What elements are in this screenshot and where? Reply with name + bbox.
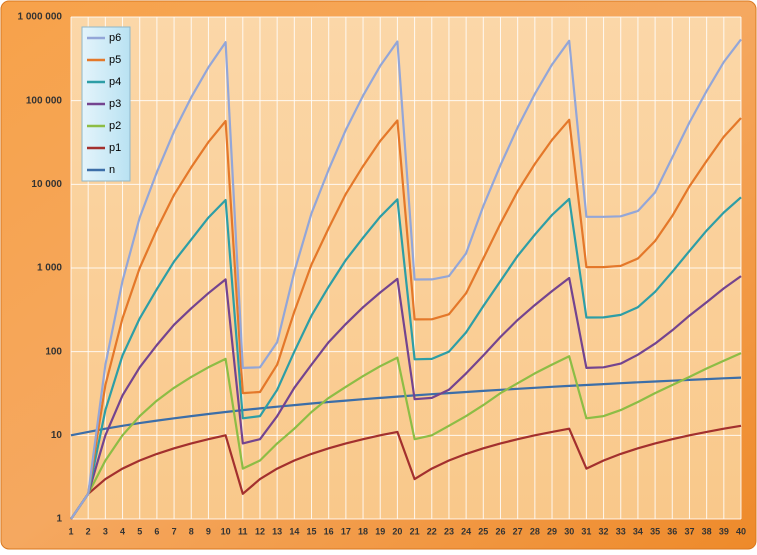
x-tick-label: 3 <box>103 526 108 536</box>
x-tick-label: 35 <box>650 526 660 536</box>
x-tick-label: 9 <box>206 526 211 536</box>
y-tick-label: 100 <box>45 346 62 357</box>
legend-label: p1 <box>109 142 121 154</box>
x-tick-label: 7 <box>172 526 177 536</box>
x-tick-label: 5 <box>137 526 142 536</box>
x-tick-label: 18 <box>358 526 368 536</box>
series-line <box>70 275 742 520</box>
x-tick-label: 37 <box>684 526 694 536</box>
x-tick-label: 39 <box>719 526 729 536</box>
legend-label: n <box>109 164 115 176</box>
x-tick-label: 23 <box>444 526 454 536</box>
x-tick-label: 6 <box>154 526 159 536</box>
x-tick-label: 15 <box>307 526 317 536</box>
x-tick-label: 30 <box>564 526 574 536</box>
x-tick-label: 29 <box>547 526 557 536</box>
x-tick-label: 21 <box>410 526 420 536</box>
x-tick-label: 27 <box>513 526 523 536</box>
x-tick-label: 1 <box>68 526 73 536</box>
x-tick-label: 2 <box>86 526 91 536</box>
series-line <box>70 38 742 520</box>
series-line <box>70 117 742 520</box>
y-tick-label: 1 000 <box>37 263 62 274</box>
x-tick-label: 20 <box>392 526 402 536</box>
legend-label: p5 <box>109 54 121 66</box>
x-tick-label: 17 <box>341 526 351 536</box>
x-tick-label: 26 <box>495 526 505 536</box>
x-tick-label: 40 <box>736 526 746 536</box>
x-tick-label: 8 <box>189 526 194 536</box>
x-tick-label: 11 <box>238 526 248 536</box>
legend-label: p3 <box>109 98 121 110</box>
x-tick-label: 22 <box>427 526 437 536</box>
x-tick-label: 36 <box>667 526 677 536</box>
x-tick-label: 31 <box>581 526 591 536</box>
x-tick-label: 16 <box>324 526 334 536</box>
y-tick-label: 10 <box>51 430 63 441</box>
legend-label: p4 <box>109 76 121 88</box>
y-tick-label: 100 000 <box>26 95 63 106</box>
series-line <box>70 424 742 520</box>
x-tick-label: 4 <box>120 526 125 536</box>
x-tick-label: 28 <box>530 526 540 536</box>
x-tick-label: 33 <box>616 526 626 536</box>
legend-label: p2 <box>109 120 121 132</box>
y-tick-label: 1 000 000 <box>18 12 63 23</box>
x-tick-label: 12 <box>255 526 265 536</box>
series-line <box>70 352 742 520</box>
y-tick-label: 1 <box>56 514 62 525</box>
y-tick-label: 10 000 <box>31 179 62 190</box>
legend-label: p6 <box>109 32 121 44</box>
x-tick-label: 10 <box>221 526 231 536</box>
x-tick-label: 25 <box>478 526 488 536</box>
x-tick-label: 14 <box>289 526 299 536</box>
x-tick-label: 32 <box>599 526 609 536</box>
x-tick-label: 38 <box>702 526 712 536</box>
x-tick-label: 13 <box>272 526 282 536</box>
x-tick-label: 24 <box>461 526 471 536</box>
x-tick-label: 34 <box>633 526 643 536</box>
x-tick-label: 19 <box>375 526 385 536</box>
series-line <box>70 196 742 520</box>
